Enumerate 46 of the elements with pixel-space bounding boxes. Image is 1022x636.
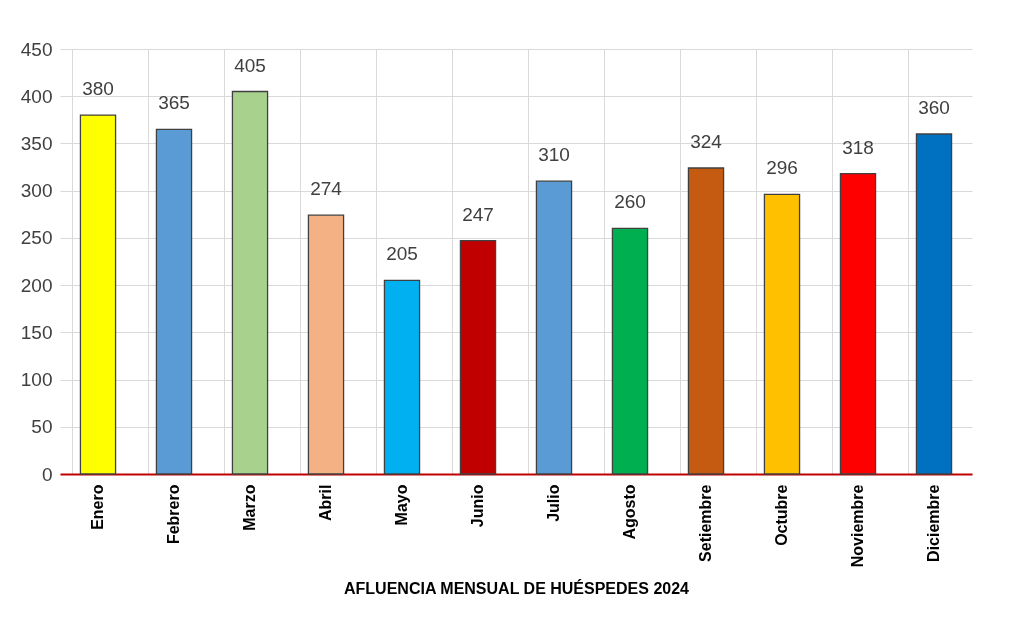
x-axis-title: AFLUENCIA MENSUAL DE HUÉSPEDES 2024	[344, 579, 690, 598]
x-tick-label: Setiembre	[697, 484, 714, 562]
y-tick-label: 450	[20, 38, 53, 60]
y-tick-label: 150	[20, 321, 53, 343]
data-label: 247	[462, 203, 494, 225]
x-tick-label: Octubre	[773, 484, 790, 546]
x-tick-label: Enero	[89, 484, 106, 530]
x-tick-label: Noviembre	[849, 484, 866, 568]
x-tick-label: Febrero	[165, 484, 182, 545]
data-label: 365	[158, 92, 190, 114]
y-tick-label: 200	[20, 274, 53, 296]
x-tick-label: Junio	[469, 484, 486, 528]
bar	[383, 279, 421, 475]
data-label: 405	[234, 54, 266, 76]
y-tick-label: 100	[20, 369, 53, 391]
y-tick-label: 50	[31, 416, 53, 438]
x-tick-label: Mayo	[393, 484, 410, 526]
bar	[307, 214, 345, 475]
bar	[763, 193, 801, 475]
bar	[687, 167, 725, 475]
x-tick-label: Abril	[317, 484, 334, 521]
bar	[231, 90, 269, 475]
data-label: 310	[538, 144, 570, 166]
bar	[611, 227, 649, 475]
x-tick-label: Julio	[545, 484, 562, 522]
data-label: 274	[310, 178, 343, 200]
data-label: 260	[614, 191, 646, 213]
bar	[535, 180, 573, 475]
x-tick-label: Marzo	[241, 484, 258, 531]
x-tick-label: Diciembre	[925, 484, 942, 562]
data-label: 296	[766, 157, 798, 179]
x-tick-label: Agosto	[621, 484, 638, 540]
y-tick-label: 300	[20, 180, 53, 202]
bar	[79, 114, 117, 475]
bar	[155, 128, 193, 475]
bar	[915, 133, 953, 475]
y-tick-label: 350	[20, 132, 53, 154]
bar	[839, 173, 877, 475]
y-tick-label: 0	[41, 463, 53, 485]
data-label: 380	[82, 78, 114, 100]
data-label: 318	[842, 136, 874, 158]
y-tick-label: 400	[20, 85, 53, 107]
data-label: 360	[918, 97, 950, 118]
y-tick-label: 250	[20, 227, 53, 249]
data-label: 324	[690, 131, 723, 152]
data-label: 205	[386, 243, 418, 265]
